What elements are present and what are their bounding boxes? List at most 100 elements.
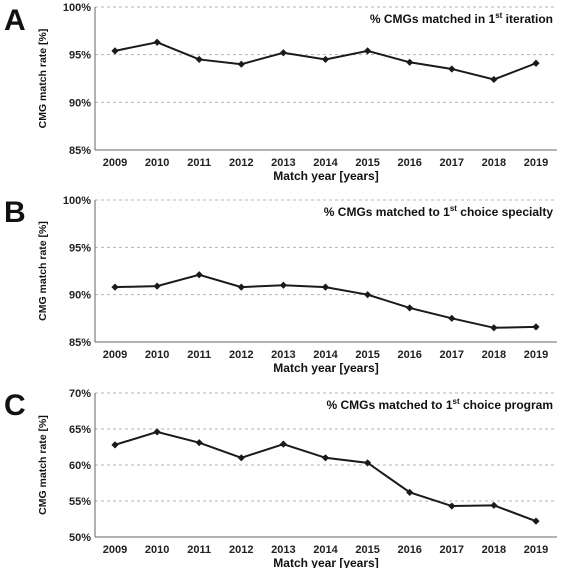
- panel-a-xtick-label: 2015: [355, 157, 379, 169]
- panel-c-data-point: [532, 517, 540, 525]
- panel-b-xtick-label: 2010: [145, 349, 169, 361]
- panel-b-data-point: [237, 283, 245, 291]
- panel-c-letter: C: [4, 389, 26, 422]
- panel-a-xtick-label: 2011: [187, 157, 211, 169]
- panel-b-xtick-label: 2016: [397, 349, 421, 361]
- panel-c-data-point: [237, 454, 245, 462]
- panel-c-data-point: [364, 459, 372, 467]
- panel-c-ytick-label: 70%: [69, 388, 91, 400]
- panel-a-xtick-label: 2013: [271, 157, 295, 169]
- panel-c-data-point: [279, 440, 287, 448]
- panel-b-xtick-label: 2009: [103, 349, 127, 361]
- panel-c-xtick-label: 2010: [145, 544, 169, 556]
- panel-a-ytick-label: 95%: [69, 50, 91, 62]
- panel-c-xtick-label: 2017: [440, 544, 464, 556]
- panel-b-xtick-label: 2017: [440, 349, 464, 361]
- panel-c-xtick-label: 2013: [271, 544, 295, 556]
- panel-c-ytick-label: 50%: [69, 532, 91, 544]
- panel-b-xtick-label: 2011: [187, 349, 211, 361]
- panel-c-xtick-label: 2014: [313, 544, 338, 556]
- panel-b-ytick-label: 95%: [69, 242, 91, 254]
- panel-b-xtick-label: 2012: [229, 349, 253, 361]
- panel-b-xtick-label: 2014: [313, 349, 338, 361]
- panel-b-annotation-text: % CMGs matched to 1: [324, 205, 450, 219]
- panel-a-ytick-label: 100%: [63, 2, 91, 14]
- panel-b-xtick-label: 2018: [482, 349, 506, 361]
- panel-c-data-point: [490, 501, 498, 509]
- panel-b-xtick-label: 2019: [524, 349, 548, 361]
- panel-c-xtick-label: 2015: [355, 544, 379, 556]
- panel-b-xtick-label: 2015: [355, 349, 379, 361]
- panel-c-x-axis-title: Match year [years]: [273, 556, 378, 568]
- panel-c-y-axis-title: CMG match rate [%]: [37, 415, 49, 515]
- panel-b-annotation-superscript: st: [450, 204, 457, 213]
- panel-b-data-point: [490, 324, 498, 332]
- panel-b-data-point: [406, 304, 414, 312]
- panel-a-data-point: [364, 47, 372, 55]
- panel-a-annotation-text-end: iteration: [502, 12, 553, 26]
- panel-b-data-point: [279, 281, 287, 289]
- panel-c-xtick-label: 2009: [103, 544, 127, 556]
- panel-b-y-axis-title: CMG match rate [%]: [37, 221, 49, 321]
- panel-c-ytick-label: 65%: [69, 424, 91, 436]
- panel-c-xtick-label: 2018: [482, 544, 506, 556]
- panel-c-annotation-text-end: choice program: [460, 398, 553, 412]
- panel-c-data-point: [321, 454, 330, 462]
- panel-b-data-point: [364, 291, 372, 299]
- panel-a-xtick-label: 2016: [397, 157, 421, 169]
- panel-a-letter: A: [4, 4, 26, 37]
- panel-c-xtick-label: 2012: [229, 544, 253, 556]
- panel-c-data-point: [111, 441, 119, 449]
- panel-c-data-point: [153, 428, 161, 436]
- panel-a-data-point: [448, 65, 456, 73]
- panel-a-data-point: [532, 59, 540, 67]
- panel-a-data-point: [406, 58, 414, 66]
- panel-b-data-point: [448, 314, 456, 322]
- panel-b-annotation: % CMGs matched to 1st choice specialty: [324, 204, 554, 219]
- panel-a-y-axis-title: CMG match rate [%]: [37, 29, 49, 129]
- panel-c-annotation-superscript: st: [453, 397, 460, 406]
- panel-c-data-point: [195, 439, 203, 447]
- panel-a-data-point: [490, 75, 498, 84]
- panel-b-x-axis-title: Match year [years]: [273, 361, 378, 375]
- panel-a-xtick-label: 2009: [103, 157, 127, 169]
- panel-b-xtick-label: 2013: [271, 349, 295, 361]
- panel-b-ytick-label: 100%: [63, 195, 91, 207]
- panel-a-data-point: [195, 55, 203, 64]
- panel-b-annotation-text-end: choice specialty: [457, 205, 553, 219]
- panel-c-annotation-text: % CMGs matched to 1: [326, 398, 452, 412]
- panel-a-xtick-label: 2012: [229, 157, 253, 169]
- panel-b-data-point: [532, 323, 540, 331]
- panel-a-data-point: [237, 60, 245, 68]
- panel-b-data-point: [195, 271, 203, 279]
- panel-a-xtick-label: 2019: [524, 157, 548, 169]
- panel-c-series-line: [114, 430, 537, 523]
- panel-b-data-point: [111, 283, 119, 291]
- panel-a-annotation-superscript: st: [495, 11, 502, 20]
- panel-a-xtick-label: 2018: [482, 157, 506, 169]
- panel-c-xtick-label: 2011: [187, 544, 211, 556]
- panel-b-data-point: [153, 282, 161, 290]
- panel-b-series-line: [114, 273, 537, 329]
- panel-c-xtick-label: 2019: [524, 544, 548, 556]
- panel-a-data-point: [321, 55, 330, 64]
- panel-a-data-point: [153, 38, 161, 46]
- panel-a-xtick-label: 2014: [313, 157, 338, 169]
- panel-c-data-point: [406, 488, 414, 496]
- panel-a-ytick-label: 90%: [69, 97, 91, 109]
- panel-b-ytick-label: 85%: [69, 337, 91, 349]
- panel-b-data-point: [321, 283, 330, 291]
- panel-a-ytick-label: 85%: [69, 145, 91, 157]
- panel-a-annotation: % CMGs matched in 1st iteration: [370, 11, 553, 26]
- panel-a-data-point: [279, 49, 287, 57]
- panel-c-annotation: % CMGs matched to 1st choice program: [326, 397, 553, 412]
- panel-c-ytick-label: 60%: [69, 460, 91, 472]
- panel-c-ytick-label: 55%: [69, 496, 91, 508]
- panel-a-annotation-text: % CMGs matched in 1: [370, 12, 496, 26]
- panel-a-data-point: [111, 47, 119, 55]
- panel-b-ytick-label: 90%: [69, 290, 91, 302]
- panel-a-xtick-label: 2010: [145, 157, 169, 169]
- panel-a-xtick-label: 2017: [440, 157, 464, 169]
- panel-b-letter: B: [4, 196, 26, 229]
